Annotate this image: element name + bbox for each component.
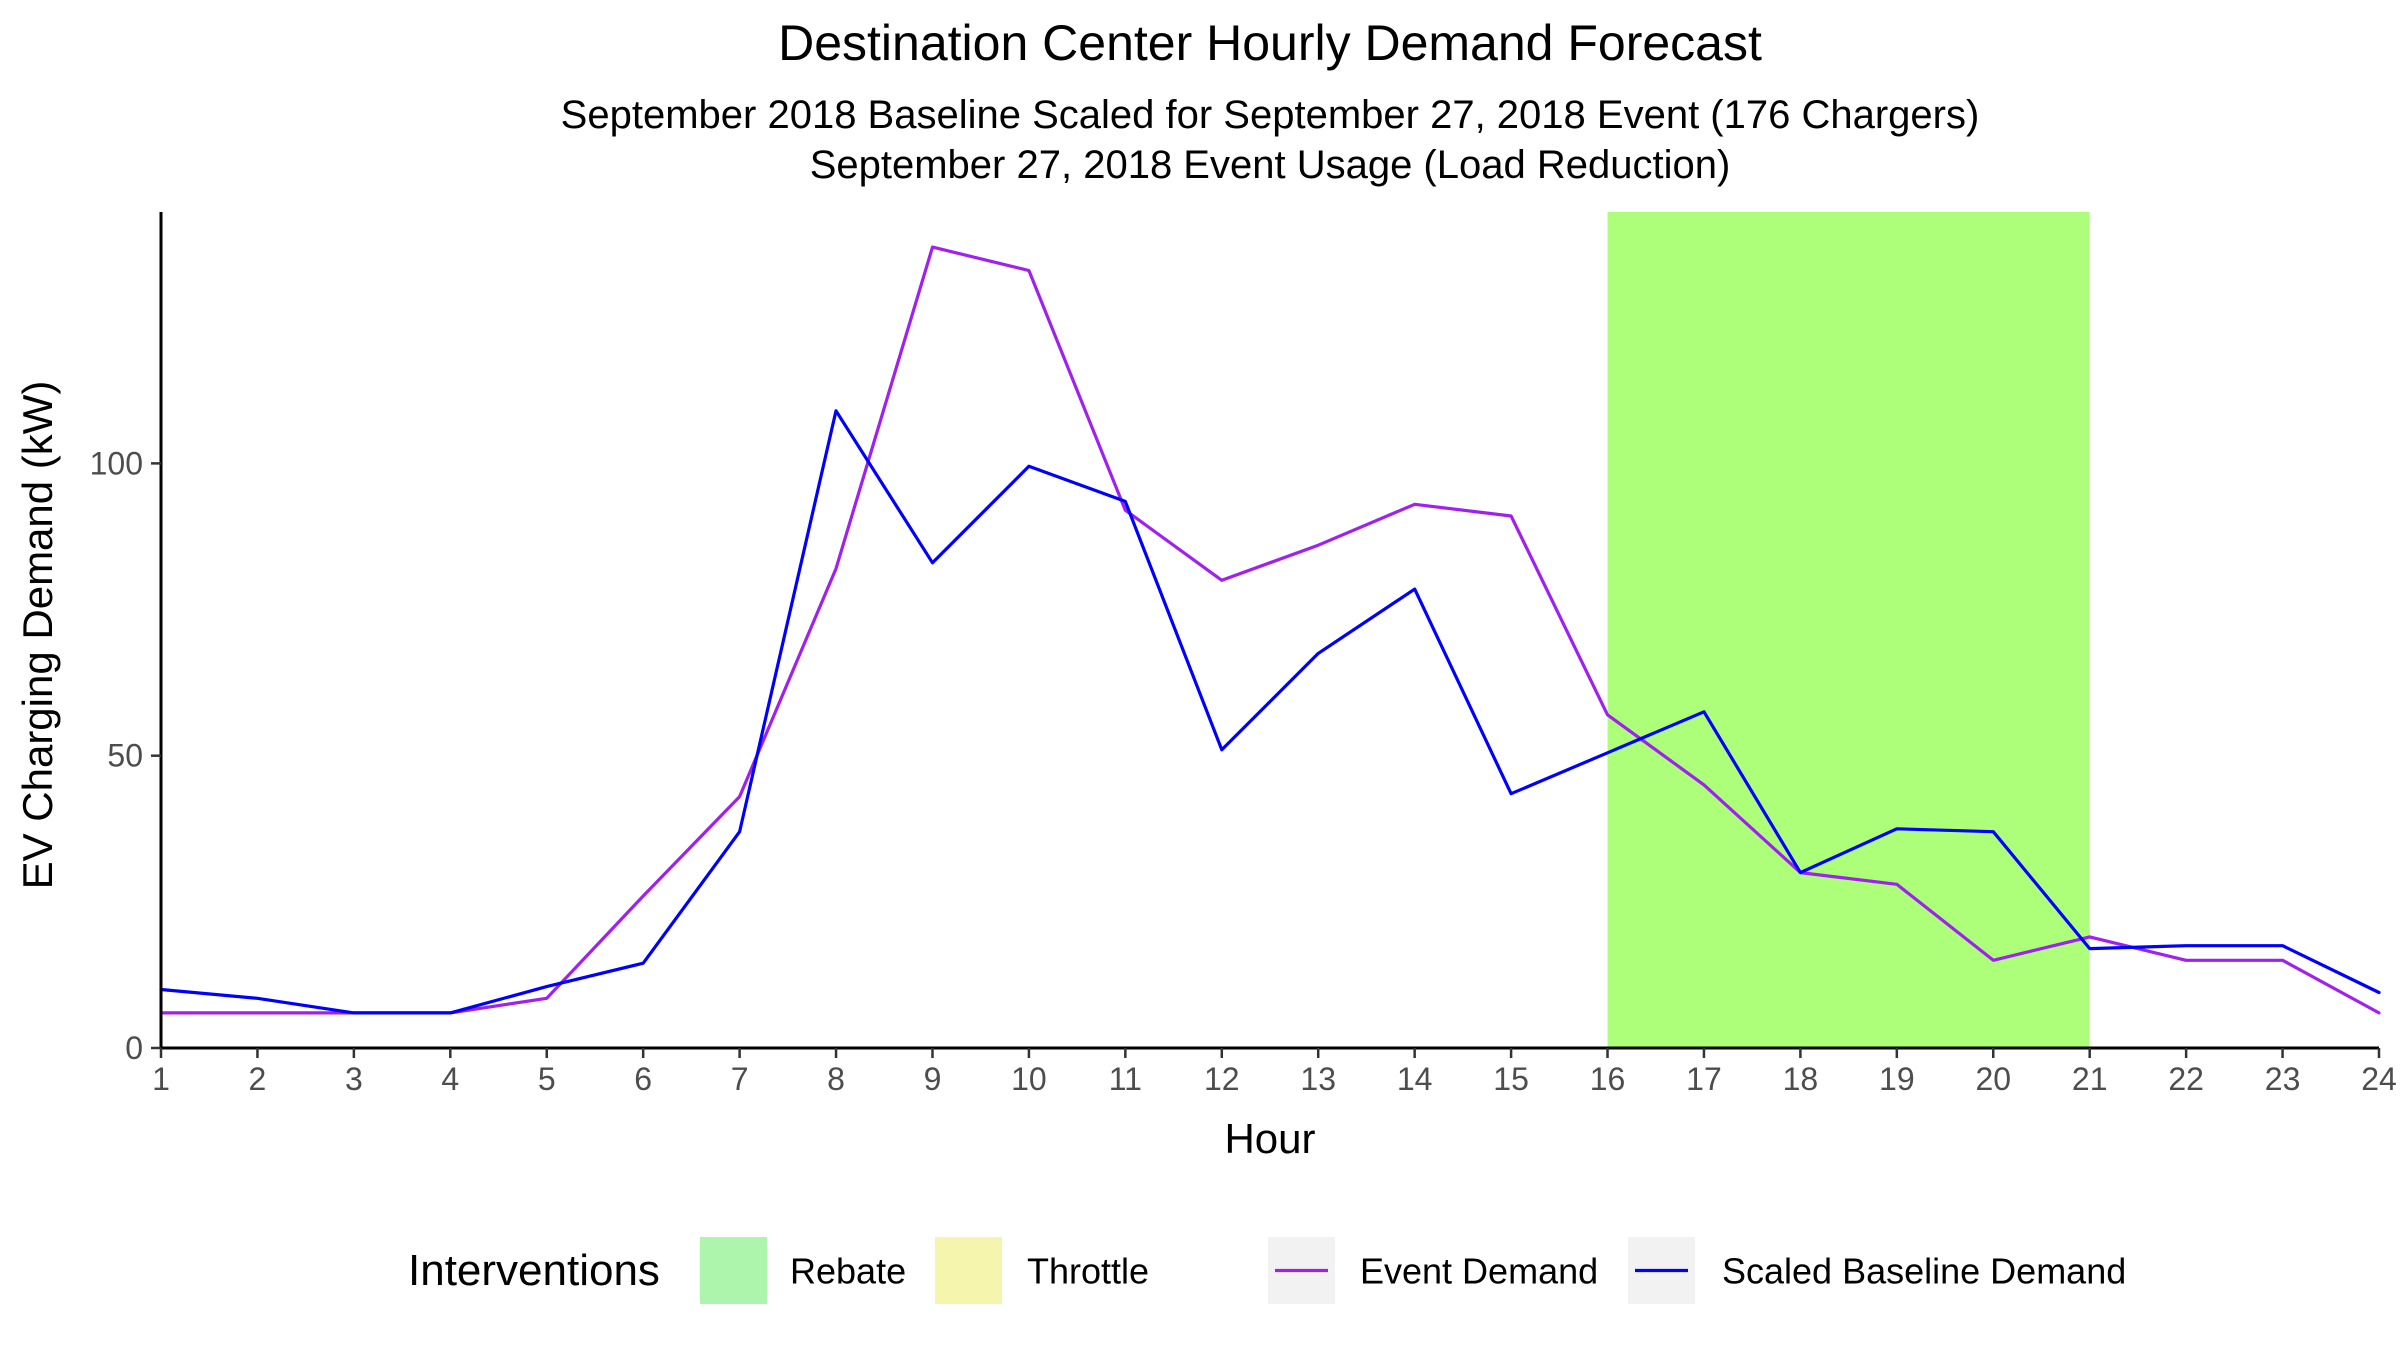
x-tick-label: 24 — [2361, 1061, 2397, 1097]
x-tick-label: 17 — [1686, 1061, 1722, 1097]
chart-subtitle-line-2: September 27, 2018 Event Usage (Load Red… — [810, 143, 1731, 187]
x-tick-label: 22 — [2168, 1061, 2204, 1097]
x-axis-ticks: 1 2 3 4 5 6 7 8 9 10 11 12 13 14 15 16 17 18 19 20 21 22 23 24 — [152, 1048, 2397, 1097]
x-tick-label: 10 — [1011, 1061, 1047, 1097]
legend: Interventions Rebate Throttle Event Demand… — [408, 1237, 2126, 1304]
chart-subtitle-line-1: September 2018 Baseline Scaled for Septe… — [561, 93, 1980, 137]
y-tick-label: 0 — [125, 1030, 143, 1066]
x-tick-label: 18 — [1783, 1061, 1819, 1097]
x-tick-label: 11 — [1109, 1061, 1142, 1097]
legend-label-throttle: Throttle — [1027, 1251, 1149, 1292]
legend-key-throttle — [935, 1237, 1002, 1304]
y-axis-ticks: 0 50 100 — [90, 445, 161, 1066]
y-axis-title: EV Charging Demand (kW) — [14, 381, 61, 890]
x-tick-label: 3 — [345, 1061, 363, 1097]
series-line-scaled-baseline-demand — [159, 409, 2381, 1015]
x-tick-label: 20 — [1975, 1061, 2011, 1097]
legend-key-rebate — [700, 1237, 767, 1304]
x-tick-label: 16 — [1590, 1061, 1626, 1097]
x-tick-label: 23 — [2265, 1061, 2301, 1097]
x-tick-label: 7 — [731, 1061, 749, 1097]
x-tick-label: 14 — [1397, 1061, 1433, 1097]
x-tick-label: 4 — [441, 1061, 459, 1097]
shaded-region-rebate — [1607, 212, 2090, 1048]
shaded-regions — [1607, 212, 2090, 1048]
x-tick-label: 19 — [1879, 1061, 1915, 1097]
x-tick-label: 12 — [1204, 1061, 1240, 1097]
legend-label-rebate: Rebate — [790, 1251, 906, 1292]
x-tick-label: 5 — [538, 1061, 556, 1097]
y-tick-label: 100 — [90, 445, 143, 481]
x-tick-label: 13 — [1300, 1061, 1336, 1097]
x-tick-label: 2 — [249, 1061, 267, 1097]
legend-title: Interventions — [408, 1246, 660, 1295]
series-line-event-demand — [159, 245, 2381, 1015]
legend-label-event-demand: Event Demand — [1360, 1251, 1598, 1292]
x-tick-label: 6 — [634, 1061, 652, 1097]
x-tick-label: 8 — [827, 1061, 845, 1097]
x-tick-label: 1 — [152, 1061, 170, 1097]
x-tick-label: 21 — [2072, 1061, 2108, 1097]
legend-label-scaled-baseline-demand: Scaled Baseline Demand — [1722, 1251, 2126, 1292]
chart-title: Destination Center Hourly Demand Forecas… — [778, 15, 1762, 71]
x-axis-title: Hour — [1224, 1115, 1315, 1162]
y-tick-label: 50 — [107, 738, 143, 774]
x-tick-label: 15 — [1493, 1061, 1529, 1097]
x-tick-label: 9 — [924, 1061, 942, 1097]
series-lines — [159, 245, 2381, 1015]
